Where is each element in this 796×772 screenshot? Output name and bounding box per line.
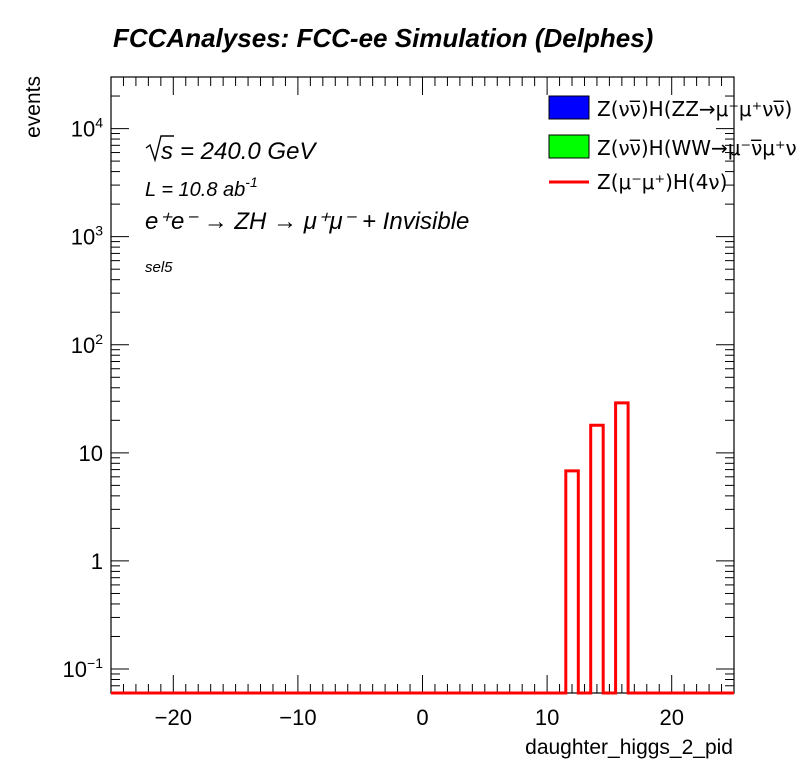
sqrt-s-annotation: s = 240.0 GeV: [145, 135, 317, 165]
legend-swatch-zz: [548, 95, 590, 120]
y-axis-ticks: 10−1 1 10 102 103 104: [63, 76, 734, 694]
sqrt-s-letter: s: [161, 138, 173, 165]
sqrt-s-value: = 240.0 GeV: [180, 138, 317, 165]
x-axis-ticks: −20 −10 0 10 20: [110, 77, 735, 730]
chart-title: FCCAnalyses: FCC-ee Simulation (Delphes): [113, 23, 653, 53]
x-tick-label: 10: [535, 705, 559, 730]
sqrt-symbol: [145, 135, 174, 163]
legend-label-zz: Z(νν̅)H(ZZ→μ⁻μ⁺νν̅): [597, 97, 792, 121]
x-tick-label: −20: [155, 705, 192, 730]
y-tick-exponent: −1: [87, 655, 103, 671]
histogram-bins: [566, 403, 628, 693]
luminosity-exponent: -1: [245, 174, 257, 190]
legend: Z(νν̅)H(ZZ→μ⁻μ⁺νν̅) Z(νν̅)H(WW→μ⁻ν̅μ⁺ν) …: [548, 95, 796, 194]
histogram-bin: [591, 425, 603, 693]
selection-annotation: sel5: [145, 259, 173, 276]
series-line-signal: [111, 401, 734, 695]
y-tick-label: 103: [71, 223, 103, 250]
x-tick-label: 20: [659, 705, 683, 730]
y-tick-label: 104: [71, 115, 103, 142]
x-tick-label: −10: [279, 705, 316, 730]
legend-swatch-ww: [548, 134, 590, 159]
process-annotation: e⁺e⁻ → ZH → μ⁺μ⁻ + Invisible: [145, 208, 469, 235]
y-tick-label: 10−1: [63, 655, 104, 682]
legend-label-ww: Z(νν̅)H(WW→μ⁻ν̅μ⁺ν): [597, 136, 796, 160]
histogram-bin: [616, 403, 628, 693]
y-tick-label: 1: [91, 549, 103, 574]
y-axis-title: events: [22, 76, 45, 138]
y-tick-exponent: 3: [95, 223, 103, 239]
x-tick-label: 0: [416, 705, 428, 730]
y-tick-exponent: 4: [95, 115, 103, 131]
luminosity-value: L = 10.8 ab: [145, 179, 245, 201]
y-tick-label: 10: [79, 441, 103, 466]
y-tick-exponent: 2: [95, 331, 103, 347]
y-tick-label: 102: [71, 331, 103, 358]
x-axis-title: daughter_higgs_2_pid: [525, 736, 733, 759]
luminosity-annotation: L = 10.8 ab-1: [145, 174, 258, 201]
histogram-bin: [566, 471, 578, 693]
legend-label-signal: Z(μ⁻μ⁺)H(4ν): [597, 170, 727, 194]
